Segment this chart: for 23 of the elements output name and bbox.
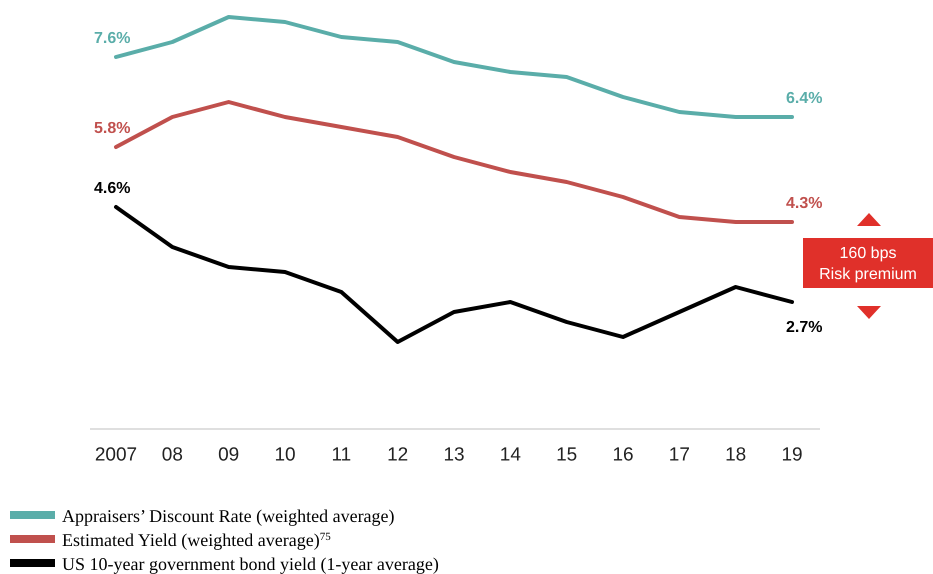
x-tick-label: 19 [781, 444, 803, 466]
x-tick-label: 15 [556, 444, 578, 466]
x-tick-label: 18 [725, 444, 746, 466]
legend-label: Estimated Yield (weighted average)$^{75}$ [62, 530, 332, 550]
x-tick-label: 16 [612, 444, 634, 466]
legend-label: Appraisers’ Discount Rate (weighted average) [62, 506, 395, 526]
data-label: 2.7% [786, 319, 822, 336]
data-label: 5.8% [94, 120, 130, 137]
x-tick-label: 17 [668, 444, 690, 466]
data-label: 7.6% [94, 30, 130, 47]
x-tick-label: 11 [331, 444, 352, 466]
data-label: 4.3% [786, 195, 822, 212]
x-tick-label: 09 [218, 444, 240, 466]
legend-label: US 10-year government bond yield (1-year average) [62, 554, 439, 574]
x-tick-label: 10 [274, 444, 296, 466]
annotation: 160 bps Risk premium [819, 245, 917, 283]
x-tick-label: 08 [162, 444, 183, 466]
x-tick-label: 12 [387, 444, 408, 466]
x-tick-label: 13 [443, 444, 465, 466]
data-label: 6.4% [786, 90, 822, 107]
x-tick-label: 14 [500, 444, 522, 466]
data-label: 4.6% [94, 180, 130, 197]
x-tick-label: 2007 [94, 444, 138, 466]
